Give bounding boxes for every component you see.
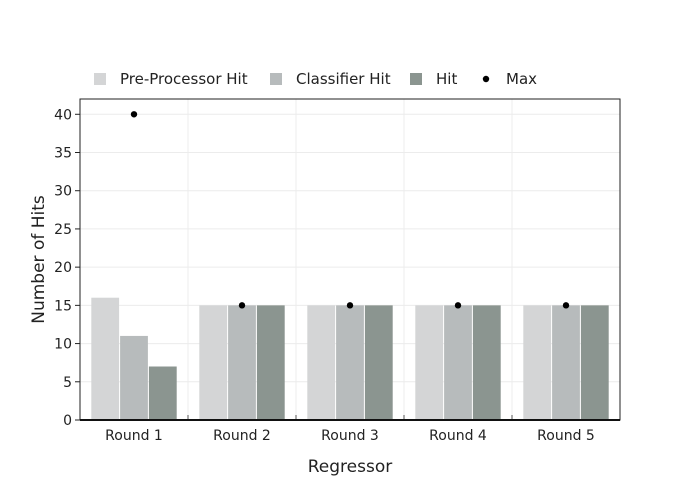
bar bbox=[364, 305, 393, 420]
x-tick-label: Round 4 bbox=[429, 428, 487, 444]
bars bbox=[91, 297, 609, 420]
x-tick-label: Round 2 bbox=[213, 428, 271, 444]
legend: Pre-Processor Hit Classifier Hit Hit Max bbox=[94, 70, 537, 88]
x-tick-label: Round 3 bbox=[321, 428, 379, 444]
max-marker bbox=[238, 302, 246, 309]
max-markers bbox=[130, 111, 570, 309]
legend-label: Max bbox=[506, 70, 537, 88]
bar bbox=[523, 305, 552, 420]
bar bbox=[148, 366, 177, 420]
x-axis-title: Regressor bbox=[308, 457, 392, 477]
bar bbox=[415, 305, 444, 420]
legend-swatch bbox=[410, 73, 422, 85]
bar bbox=[552, 305, 580, 420]
bar bbox=[91, 297, 120, 420]
grid bbox=[80, 99, 620, 420]
legend-swatch bbox=[270, 73, 282, 85]
legend-label: Hit bbox=[436, 70, 457, 88]
bar bbox=[120, 335, 148, 420]
bar bbox=[199, 305, 228, 420]
y-tick-label: 30 bbox=[54, 184, 72, 200]
y-tick-labels: 0 5 10 15 20 25 30 35 40 bbox=[54, 107, 80, 429]
bar bbox=[256, 305, 285, 420]
max-marker bbox=[130, 111, 138, 118]
max-marker bbox=[454, 302, 462, 309]
y-tick-label: 35 bbox=[54, 146, 72, 162]
y-tick-label: 20 bbox=[54, 260, 72, 276]
legend-marker bbox=[482, 75, 490, 83]
bar bbox=[444, 305, 472, 420]
bar bbox=[307, 305, 336, 420]
max-marker bbox=[562, 302, 570, 309]
bar bbox=[472, 305, 501, 420]
max-marker bbox=[346, 302, 354, 309]
x-tick-label: Round 5 bbox=[537, 428, 595, 444]
bar bbox=[336, 305, 364, 420]
y-tick-label: 0 bbox=[63, 413, 72, 429]
legend-label: Classifier Hit bbox=[296, 70, 391, 88]
y-tick-label: 40 bbox=[54, 107, 72, 123]
legend-label: Pre-Processor Hit bbox=[120, 70, 248, 88]
y-axis-title: Number of Hits bbox=[29, 195, 49, 324]
legend-swatch bbox=[94, 73, 106, 85]
y-tick-label: 15 bbox=[54, 298, 72, 314]
bar bbox=[228, 305, 256, 420]
y-tick-label: 25 bbox=[54, 222, 72, 238]
y-tick-label: 10 bbox=[54, 337, 72, 353]
x-tick-label: Round 1 bbox=[105, 428, 163, 444]
bar bbox=[580, 305, 609, 420]
y-tick-label: 5 bbox=[63, 375, 72, 391]
